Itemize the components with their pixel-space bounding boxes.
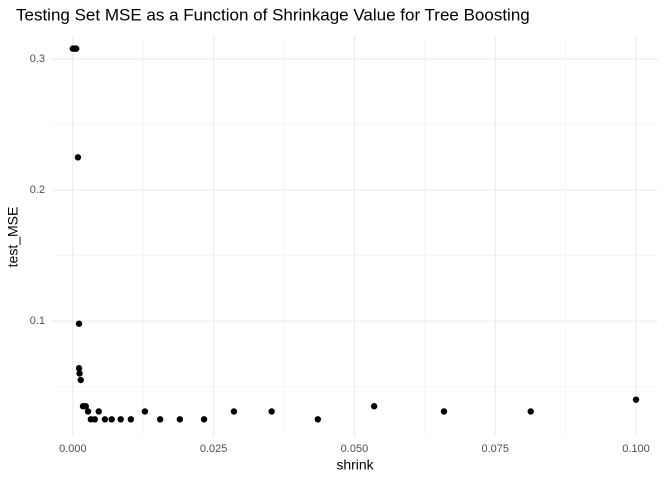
y-tick-label: 0.2 [30,184,45,196]
point [440,408,448,415]
y-tick-label: 0.1 [30,315,45,327]
point [75,365,83,372]
point [156,416,164,423]
chart-title: Testing Set MSE as a Function of Shrinka… [16,5,530,24]
y-tick-label: 0.3 [30,53,45,65]
point [84,408,92,415]
point [95,408,102,415]
point [76,370,83,377]
point [74,154,82,161]
point [632,396,640,403]
x-tick-label: 0.075 [481,443,509,455]
point [75,320,83,327]
point [230,408,238,415]
point [82,403,89,410]
point [91,416,99,423]
x-tick-label: 0.100 [622,443,650,455]
x-axis-title: shrink [336,457,374,473]
x-tick-label: 0.025 [200,443,228,455]
point [176,416,184,423]
point [527,408,534,415]
x-tick-label: 0.050 [341,443,369,455]
point [314,416,322,423]
x-tick-label: 0.000 [59,443,87,455]
point [141,408,149,415]
point [117,416,124,423]
point [108,416,115,423]
point [77,376,84,384]
y-axis-title: test_MSE [5,207,21,268]
point [127,416,135,423]
point [73,45,80,52]
point [101,416,109,423]
point [200,416,208,423]
point [370,403,378,410]
point [268,408,275,415]
